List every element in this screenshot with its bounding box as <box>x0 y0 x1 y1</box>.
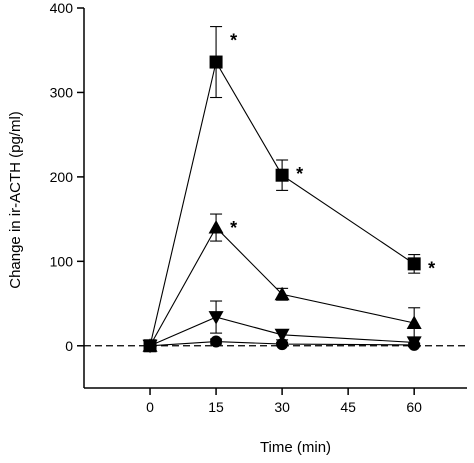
significance-star: * <box>230 31 237 51</box>
triangle-down-marker <box>208 311 224 325</box>
significance-star: * <box>428 259 435 279</box>
x-tick-label: 60 <box>406 399 422 415</box>
significance-star: * <box>230 218 237 238</box>
series-square: * * * <box>143 26 435 353</box>
y-tick-label: 300 <box>50 84 74 100</box>
triangle-up-marker <box>406 315 422 329</box>
circle-marker <box>408 338 421 351</box>
y-tick-label: 100 <box>50 253 74 269</box>
y-tick-label: 0 <box>65 338 73 354</box>
series-line <box>149 60 415 346</box>
axis-labels: Time (min) Change in ir-ACTH (pg/ml) <box>7 111 331 456</box>
circle-marker <box>144 339 157 352</box>
square-marker <box>209 55 223 69</box>
y-tick-label: 200 <box>50 169 74 185</box>
x-axis-title: Time (min) <box>260 439 331 456</box>
circle-marker <box>276 338 289 351</box>
x-tick-label: 0 <box>146 399 154 415</box>
x-tick-label: 45 <box>340 399 356 415</box>
series-line <box>149 316 415 347</box>
triangle-down-marker <box>274 328 290 343</box>
series-circle <box>144 335 421 352</box>
square-marker <box>275 168 289 182</box>
triangle-up-marker <box>208 220 224 234</box>
circle-marker <box>210 335 223 348</box>
series-line <box>149 226 415 347</box>
series-line <box>149 341 415 347</box>
significance-star: * <box>296 164 303 184</box>
data-series: * * * * <box>142 26 435 354</box>
x-tick-label: 15 <box>208 399 224 415</box>
axes: 0 100 200 300 400 0 15 30 45 60 <box>50 0 467 415</box>
y-tick-label: 400 <box>50 0 74 16</box>
square-marker <box>407 257 421 271</box>
y-axis-title: Change in ir-ACTH (pg/ml) <box>7 111 24 289</box>
triangle-up-marker <box>274 286 290 301</box>
x-tick-label: 30 <box>274 399 290 415</box>
